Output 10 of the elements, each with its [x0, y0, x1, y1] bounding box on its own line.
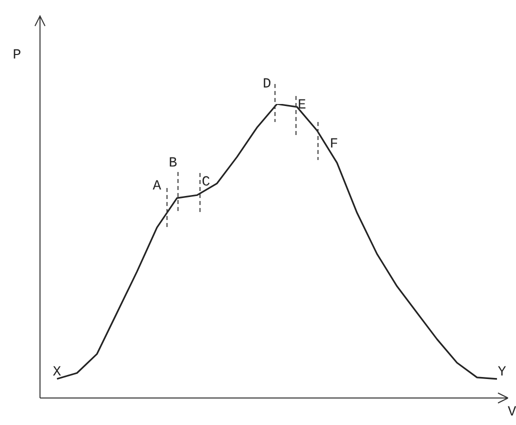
y-axis-title: P [12, 48, 22, 64]
annotation: X [52, 364, 62, 381]
annotation: B [168, 156, 178, 172]
annotation: E [298, 98, 306, 114]
annotation: A [152, 178, 162, 195]
annotation: F [330, 136, 338, 153]
annotation: Y [498, 364, 507, 381]
text: D [262, 76, 272, 93]
x-axis-title: V [508, 404, 516, 421]
annotation: C [202, 174, 210, 191]
